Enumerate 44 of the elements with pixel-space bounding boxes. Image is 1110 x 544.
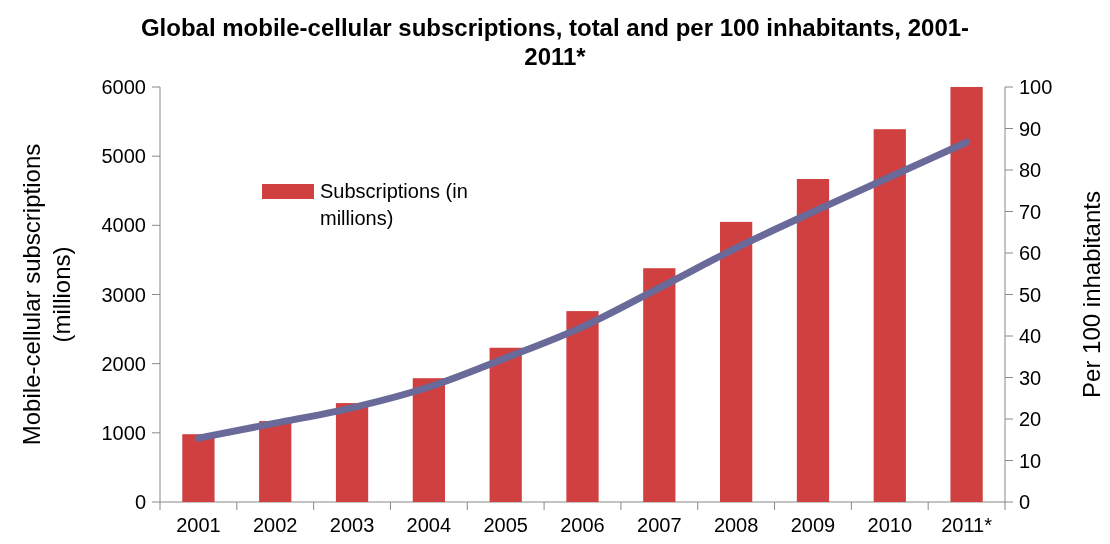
y-tick-label: 6000: [101, 76, 146, 98]
y2-tick-label: 10: [1019, 449, 1042, 472]
chart-title: Global mobile-cellular subscriptions, total and per 100 inhabitants, 2001-2011*: [140, 14, 970, 70]
y2-tick-label: 40: [1019, 325, 1042, 347]
y-tick-label: 1000: [101, 421, 146, 444]
y2-tick-label: 20: [1019, 408, 1042, 430]
y-axis-title: Mobile-cellular subscriptions (millions): [18, 143, 75, 446]
y2-tick-label: 30: [1019, 366, 1042, 389]
y-tick-label: 0: [134, 491, 146, 513]
bar: [259, 421, 292, 502]
y2-tick-label: 70: [1019, 200, 1042, 223]
y2-axis-title: Per 100 inhabitants: [1078, 191, 1105, 398]
y2-tick-label: 80: [1019, 159, 1042, 181]
y2-tick-label: 100: [1019, 76, 1053, 98]
x-tick-label: 2006: [560, 514, 605, 536]
y2-tick-label: 60: [1019, 242, 1042, 264]
legend-label: Subscriptions (in millions): [320, 180, 468, 229]
x-tick-label: 2005: [483, 514, 528, 536]
x-tick-label: 2009: [790, 514, 836, 536]
y-tick-label: 2000: [101, 352, 146, 375]
x-tick-label: 2011*: [941, 514, 993, 536]
x-tick-label: 2002: [252, 514, 298, 536]
x-tick-label: 2007: [637, 514, 682, 536]
y-tick-label: 5000: [101, 145, 146, 168]
bar: [950, 87, 983, 502]
bar: [412, 378, 445, 502]
bar: [873, 129, 906, 502]
y-tick-label: 4000: [101, 214, 146, 237]
bar: [182, 434, 215, 502]
bar: [720, 221, 753, 502]
x-tick-label: 2001: [176, 514, 221, 536]
x-tick-label: 2008: [713, 514, 759, 536]
y2-tick-label: 50: [1019, 283, 1042, 306]
bar: [335, 403, 369, 502]
x-tick-label: 2004: [406, 514, 452, 536]
bar: [489, 347, 522, 502]
bar: [796, 178, 830, 502]
x-tick-label: 2010: [867, 514, 913, 536]
bar: [566, 311, 599, 502]
y-tick-label: 3000: [101, 283, 146, 306]
y2-tick-label: 90: [1019, 117, 1042, 140]
bar: [643, 268, 676, 502]
x-tick-label: 2003: [329, 514, 375, 536]
y2-tick-label: 0: [1019, 491, 1031, 513]
